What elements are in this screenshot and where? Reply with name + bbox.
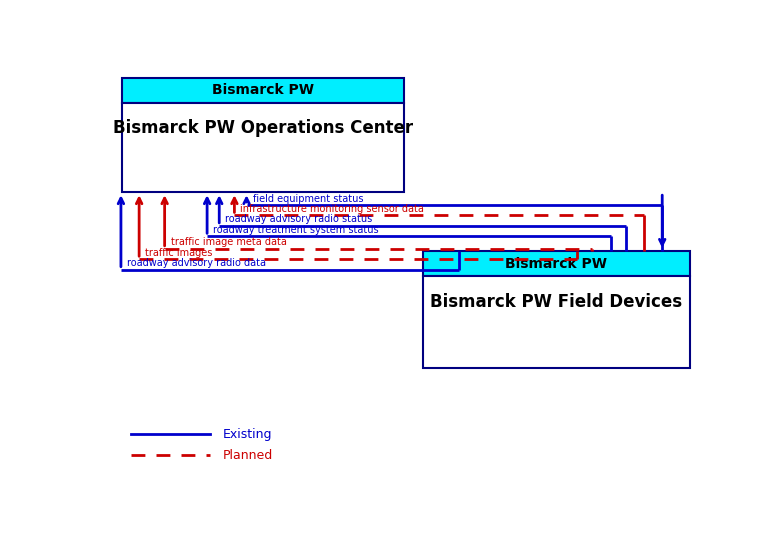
Text: traffic image meta data: traffic image meta data xyxy=(171,237,287,247)
Bar xyxy=(423,276,690,367)
Text: Bismarck PW Field Devices: Bismarck PW Field Devices xyxy=(430,293,682,311)
Bar xyxy=(423,251,690,276)
Text: roadway advisory radio data: roadway advisory radio data xyxy=(127,259,266,268)
Text: Bismarck PW: Bismarck PW xyxy=(212,83,314,97)
Text: Planned: Planned xyxy=(222,449,272,462)
Bar xyxy=(122,103,404,192)
Text: Bismarck PW Operations Center: Bismarck PW Operations Center xyxy=(114,119,413,137)
Text: field equipment status: field equipment status xyxy=(253,193,363,204)
Bar xyxy=(122,78,404,103)
Text: infrastructure monitoring sensor data: infrastructure monitoring sensor data xyxy=(240,204,424,214)
Text: roadway advisory radio status: roadway advisory radio status xyxy=(226,215,373,224)
Text: roadway treatment system status: roadway treatment system status xyxy=(213,225,379,235)
Text: Bismarck PW: Bismarck PW xyxy=(505,256,607,270)
Text: Existing: Existing xyxy=(222,428,272,441)
Text: traffic images: traffic images xyxy=(145,248,212,258)
